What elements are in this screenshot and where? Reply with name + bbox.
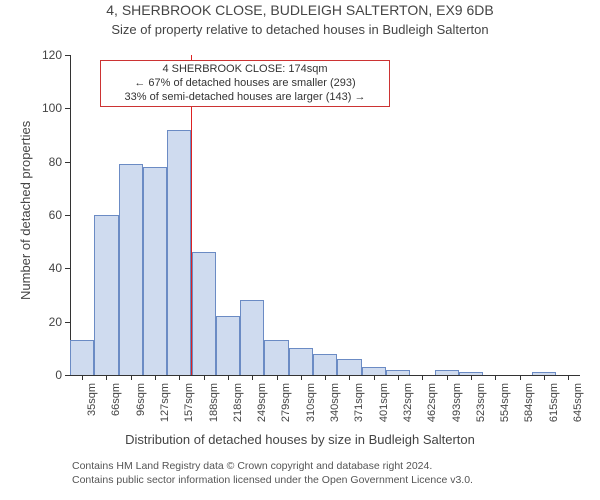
x-tick (374, 375, 375, 380)
y-tick-label: 120 (30, 48, 62, 62)
x-tick (568, 375, 569, 380)
x-tick-label: 310sqm (305, 383, 317, 422)
x-tick-label: 340sqm (329, 383, 341, 422)
histogram-bar (94, 215, 118, 375)
x-tick-label: 127sqm (159, 383, 171, 422)
histogram-bar (216, 316, 240, 375)
x-tick-label: 584sqm (524, 383, 536, 422)
histogram-bar (167, 130, 191, 375)
x-tick (349, 375, 350, 380)
footer-attribution: Contains HM Land Registry data © Crown c… (72, 460, 473, 487)
x-tick-label: 493sqm (451, 383, 463, 422)
y-tick (65, 108, 70, 109)
callout-line-1: 4 SHERBROOK CLOSE: 174sqm (105, 63, 385, 77)
x-tick-label: 371sqm (353, 383, 365, 422)
histogram-bar (143, 167, 167, 375)
x-tick (301, 375, 302, 380)
x-tick-label: 645sqm (572, 383, 584, 422)
x-tick (471, 375, 472, 380)
x-tick (82, 375, 83, 380)
x-tick (495, 375, 496, 380)
x-tick-label: 432sqm (402, 383, 414, 422)
y-tick-label: 0 (30, 368, 62, 382)
chart-subtitle: Size of property relative to detached ho… (0, 22, 600, 37)
callout-box: 4 SHERBROOK CLOSE: 174sqm ← 67% of detac… (100, 60, 390, 107)
x-tick (228, 375, 229, 380)
footer-line-1: Contains HM Land Registry data © Crown c… (72, 460, 473, 474)
footer-line-2: Contains public sector information licen… (72, 474, 473, 488)
chart-container: 4, SHERBROOK CLOSE, BUDLEIGH SALTERTON, … (0, 0, 600, 500)
histogram-bar (192, 252, 216, 375)
x-axis-label: Distribution of detached houses by size … (0, 432, 600, 447)
x-tick (447, 375, 448, 380)
x-tick-label: 462sqm (426, 383, 438, 422)
x-tick-label: 554sqm (499, 383, 511, 422)
histogram-bar (70, 340, 94, 375)
x-tick-label: 96sqm (135, 383, 147, 416)
x-tick (106, 375, 107, 380)
x-tick (277, 375, 278, 380)
y-tick (65, 375, 70, 376)
x-tick (155, 375, 156, 380)
callout-line-2: ← 67% of detached houses are smaller (29… (105, 77, 385, 91)
y-axis (70, 55, 71, 375)
histogram-bar (240, 300, 264, 375)
y-tick (65, 322, 70, 323)
histogram-bar (362, 367, 386, 375)
callout-line-3: 33% of semi-detached houses are larger (… (105, 91, 385, 105)
x-tick (179, 375, 180, 380)
histogram-bar (264, 340, 288, 375)
histogram-bar (313, 354, 337, 375)
x-tick (131, 375, 132, 380)
x-tick-label: 35sqm (86, 383, 98, 416)
x-tick-label: 157sqm (183, 383, 195, 422)
x-tick-label: 523sqm (475, 383, 487, 422)
x-tick-label: 218sqm (232, 383, 244, 422)
x-tick (325, 375, 326, 380)
page-title: 4, SHERBROOK CLOSE, BUDLEIGH SALTERTON, … (0, 2, 600, 18)
x-tick-label: 249sqm (256, 383, 268, 422)
y-tick-label: 100 (30, 101, 62, 115)
x-tick-label: 188sqm (208, 383, 220, 422)
y-tick-label: 40 (30, 261, 62, 275)
x-tick (544, 375, 545, 380)
histogram-bar (337, 359, 361, 375)
x-tick-label: 279sqm (281, 383, 293, 422)
y-tick (65, 162, 70, 163)
x-tick-label: 401sqm (378, 383, 390, 422)
y-tick-label: 60 (30, 208, 62, 222)
y-tick (65, 268, 70, 269)
x-tick (422, 375, 423, 380)
y-tick (65, 215, 70, 216)
x-tick (204, 375, 205, 380)
y-tick (65, 55, 70, 56)
x-tick (252, 375, 253, 380)
histogram-bar (289, 348, 313, 375)
histogram-bar (119, 164, 143, 375)
y-tick-label: 20 (30, 315, 62, 329)
x-tick (520, 375, 521, 380)
x-tick-label: 66sqm (110, 383, 122, 416)
y-tick-label: 80 (30, 155, 62, 169)
x-tick-label: 615sqm (548, 383, 560, 422)
x-tick (398, 375, 399, 380)
